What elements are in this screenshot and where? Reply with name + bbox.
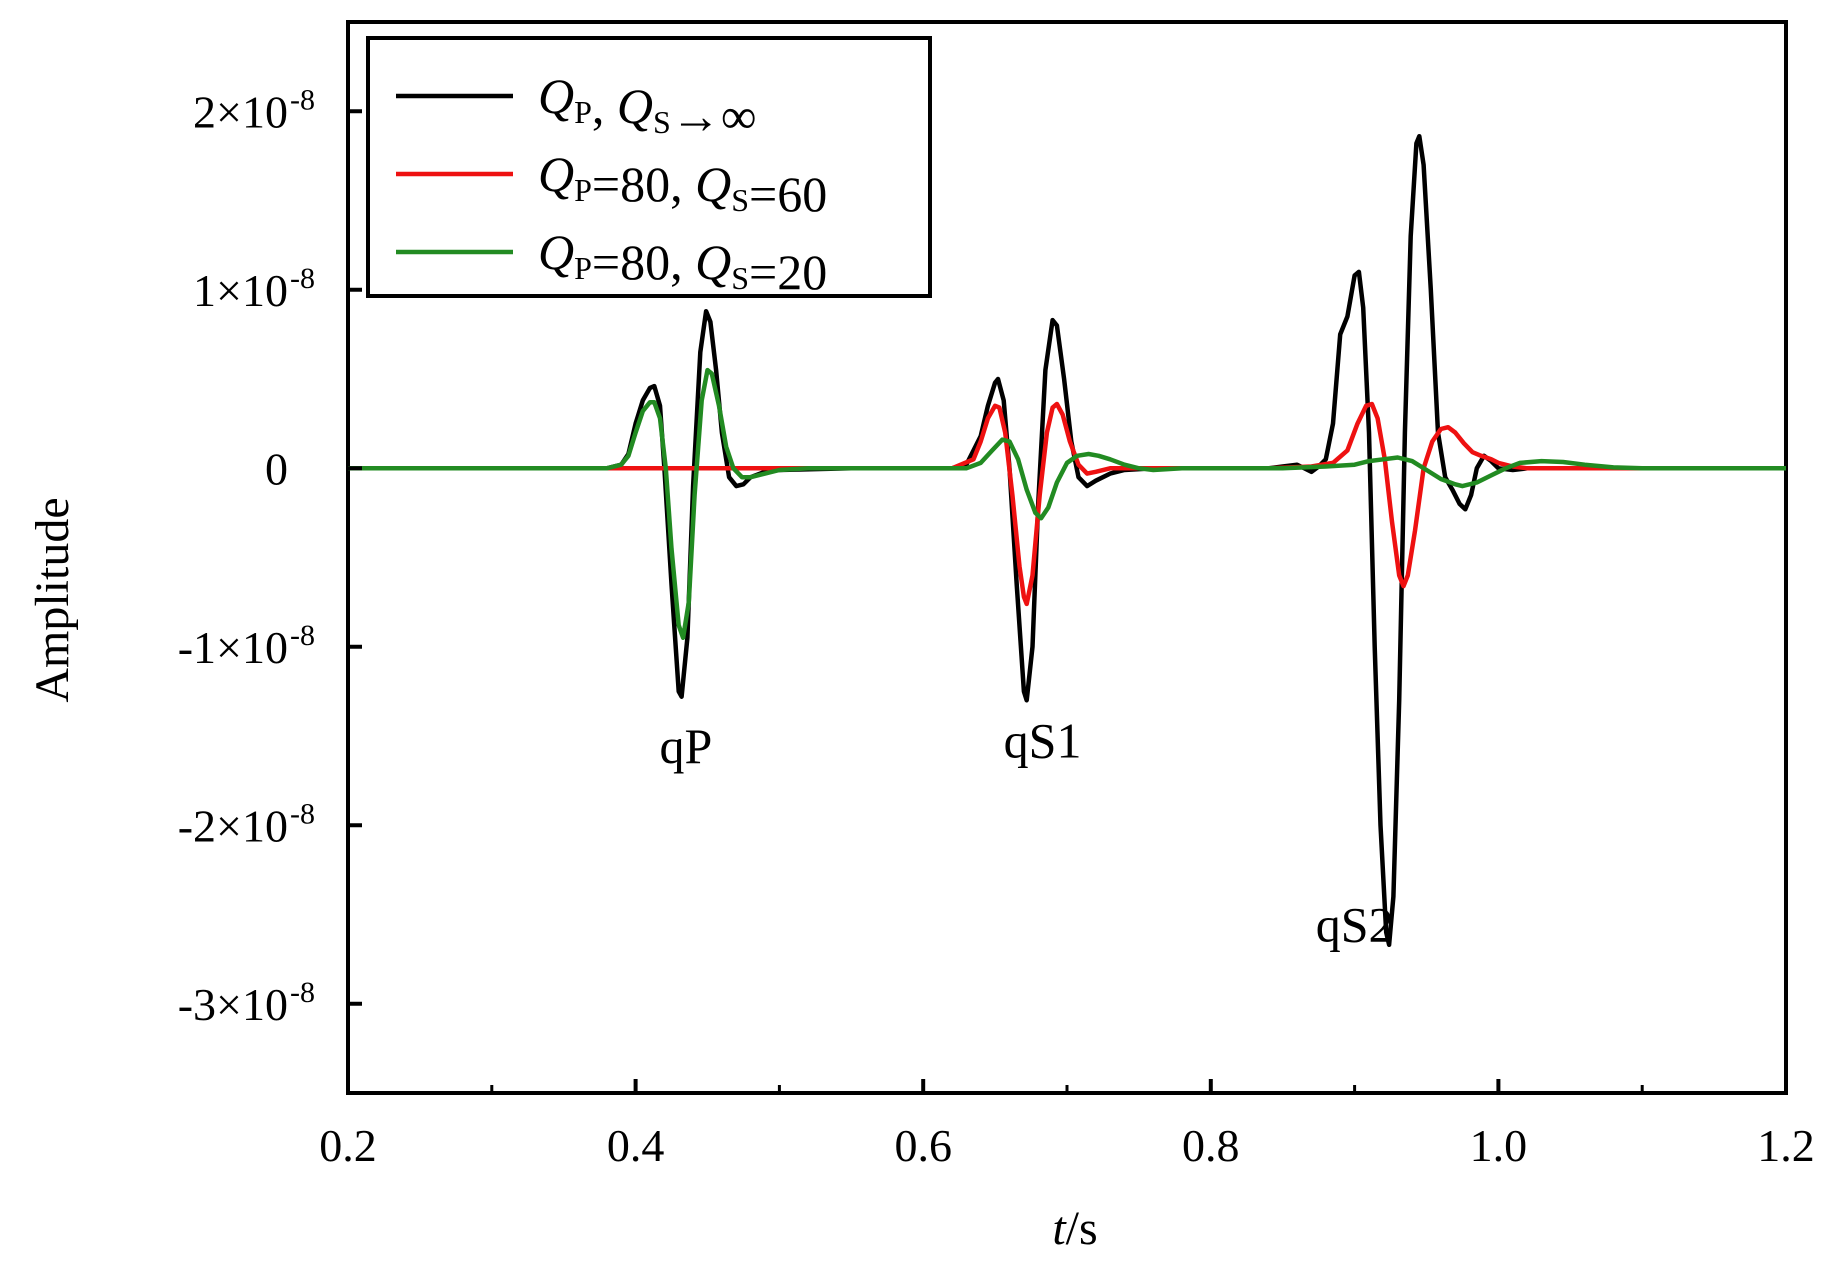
wave-label-qs1: qS1: [1004, 712, 1082, 768]
x-tick-label: 0.8: [1182, 1120, 1240, 1171]
wave-annotations: qP qS1 qS2: [660, 712, 1394, 952]
y-tick-exponent: -8: [290, 262, 315, 295]
series-layer: [348, 133, 1786, 948]
y-tick-exponent: -8: [290, 976, 315, 1009]
series-line-1: [348, 133, 1786, 948]
legend-label-1: QP, QS→∞: [538, 68, 756, 144]
x-axis-label: t/s: [1052, 1202, 1097, 1255]
y-tick-exponent: -8: [290, 83, 315, 116]
y-tick-exponent: -8: [290, 619, 315, 652]
y-tick-label: -1×10: [178, 622, 288, 673]
x-axis: 0.2 0.4 0.6 0.8 1.0 1.2: [319, 1079, 1815, 1171]
x-tick-label: 1.2: [1757, 1120, 1815, 1171]
y-tick-label: 1×10: [193, 265, 288, 316]
x-tick-label: 0.6: [894, 1120, 952, 1171]
y-tick-exponent: -8: [290, 797, 315, 830]
x-axis-label-var: t: [1052, 1202, 1067, 1255]
y-axis-label: Amplitude: [26, 497, 79, 702]
x-tick-label: 1.0: [1470, 1120, 1528, 1171]
x-tick-label: 0.4: [607, 1120, 665, 1171]
series-line-2: [348, 401, 1786, 607]
legend-label-3: QP=80, QS=20: [538, 224, 827, 300]
x-axis-label-unit: /s: [1066, 1202, 1098, 1255]
wave-label-qs2: qS2: [1316, 896, 1394, 952]
y-tick-label: 2×10: [193, 86, 288, 137]
y-tick-label: 0: [265, 443, 288, 494]
y-tick-label: -3×10: [178, 979, 288, 1030]
y-axis: 2×10 -81×10 -80-1×10 -8-2×10 -8-3×10 -8: [178, 83, 362, 1030]
series-line-3: [348, 367, 1786, 641]
wave-label-qp: qP: [660, 718, 713, 774]
y-tick-label: -2×10: [178, 800, 288, 851]
legend-label-2: QP=80, QS=60: [538, 146, 827, 222]
x-tick-label: 0.2: [319, 1120, 377, 1171]
